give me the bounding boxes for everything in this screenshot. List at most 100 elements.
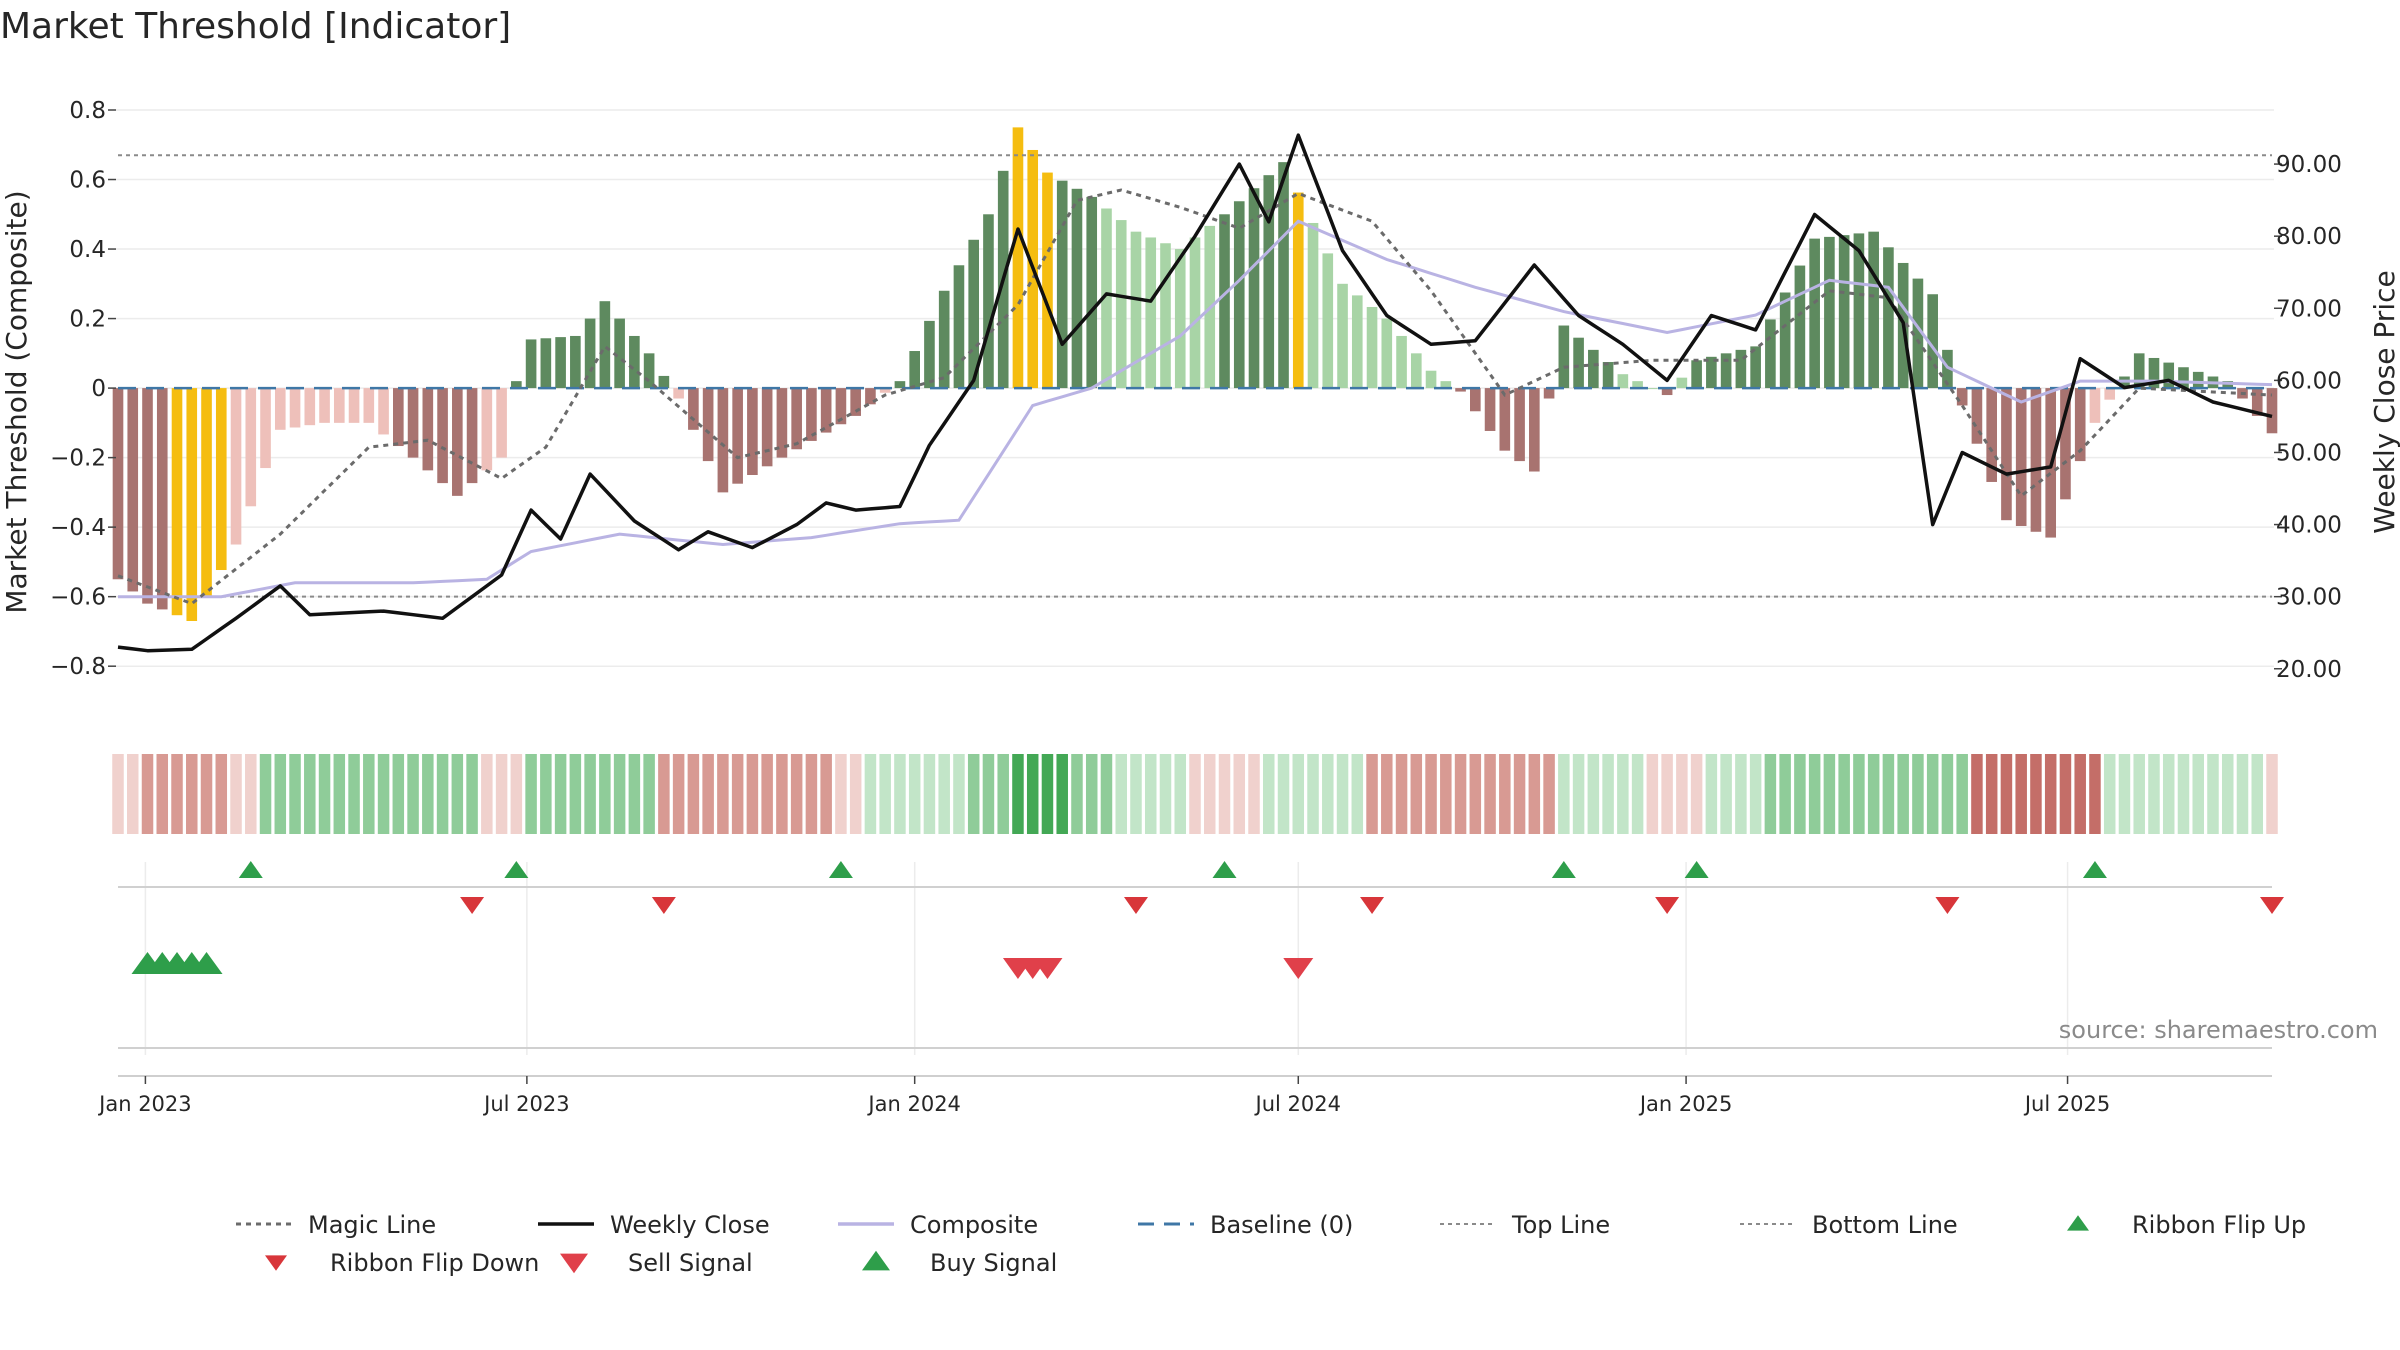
weekly-close-line	[117, 133, 2273, 653]
composite-bar	[171, 388, 183, 616]
ribbon-cell	[1469, 754, 1482, 834]
composite-bar	[1012, 127, 1024, 389]
ribbon-cell	[1144, 754, 1157, 834]
composite-bar	[1942, 349, 1953, 389]
legend-marker-icon	[2067, 1215, 2089, 1231]
right-tick-label: 50.00	[2276, 440, 2342, 466]
legend-label: Sell Signal	[628, 1249, 753, 1277]
x-tick-label: Jan 2024	[866, 1092, 961, 1116]
ribbon-cell	[1572, 754, 1585, 834]
ribbon-cell	[2251, 754, 2264, 834]
ribbon-flip-down-icon	[651, 897, 676, 914]
composite-bar	[1130, 231, 1142, 389]
composite-bar	[909, 351, 920, 389]
ribbon-cell	[407, 754, 419, 834]
ribbon-cell	[1676, 754, 1688, 834]
ribbon-flip-up-icon	[1212, 861, 1237, 878]
legend-label: Weekly Close	[610, 1211, 770, 1239]
composite-bar	[2163, 362, 2175, 389]
ribbon-flip-down-icon	[2260, 897, 2284, 914]
composite-bar	[1883, 247, 1894, 389]
sell-signal-icon	[1283, 958, 1314, 979]
composite-bar	[1366, 306, 1378, 389]
ribbon-cell	[1808, 754, 1821, 834]
ribbon-cell	[776, 754, 788, 834]
ribbon-cell	[1292, 754, 1305, 834]
source-note: source: sharemaestro.com	[2059, 1016, 2378, 1044]
composite-bar	[1071, 188, 1083, 389]
composite-bar	[496, 388, 507, 458]
ribbon-cell	[377, 754, 390, 834]
ribbon-cell	[2000, 754, 2013, 834]
composite-bar	[1174, 249, 1186, 389]
composite-bar	[1337, 283, 1348, 389]
right-tick-label: 60.00	[2276, 368, 2342, 394]
ribbon-cell	[628, 754, 641, 834]
composite-bar	[643, 353, 655, 389]
composite-bar	[1410, 353, 1422, 389]
ribbon-cell	[1779, 754, 1791, 834]
composite-bar	[230, 388, 242, 545]
ribbon-cell	[938, 754, 950, 834]
right-tick-label: 80.00	[2276, 224, 2342, 250]
ribbon-flip-down-icon	[1360, 897, 1385, 914]
ribbon-cell	[687, 754, 700, 834]
composite-bar	[378, 388, 389, 435]
composite-bar	[835, 388, 847, 425]
legend-label: Composite	[910, 1211, 1038, 1239]
ribbon-cell	[1543, 754, 1555, 834]
ribbon-cell	[186, 754, 198, 834]
ribbon-cell	[1661, 754, 1673, 834]
ribbon-cell	[466, 754, 478, 834]
ribbon-cell	[2236, 754, 2249, 834]
ribbon-cell	[215, 754, 228, 834]
composite-bar	[894, 381, 906, 389]
x-tick-label: Jan 2023	[97, 1092, 192, 1116]
composite-bar	[1351, 295, 1363, 389]
composite-bar	[1588, 349, 1599, 389]
ribbon-cell	[1041, 754, 1054, 834]
legend-label: Ribbon Flip Up	[2132, 1211, 2306, 1239]
ribbon-cell	[392, 754, 405, 834]
legend-item: Composite	[838, 1211, 1038, 1239]
composite-bar	[1765, 319, 1776, 389]
legend-item: Sell Signal	[560, 1249, 753, 1277]
ribbon-cell	[599, 754, 611, 834]
composite-bar	[1278, 162, 1289, 389]
ribbon-cell	[436, 754, 449, 834]
composite-bar	[245, 388, 257, 507]
composite-bar	[422, 388, 434, 471]
composite-bar	[879, 388, 891, 393]
composite-bar	[1794, 265, 1806, 389]
composite-bar	[1529, 388, 1540, 472]
ribbon-cell	[1484, 754, 1496, 834]
composite-bar	[584, 318, 596, 389]
ribbon-cell	[569, 754, 582, 834]
composite-bar	[1838, 235, 1850, 389]
ribbon-flip-up-icon	[2082, 861, 2107, 878]
ribbon-cell	[1189, 754, 1201, 834]
ribbon-cell	[1528, 754, 1541, 834]
ribbon-flip-down-icon	[1655, 897, 1680, 914]
legend-marker-icon	[265, 1255, 287, 1271]
composite-bar	[1322, 253, 1334, 389]
ribbon-cell	[746, 754, 759, 834]
left-tick-label: −0.6	[50, 585, 106, 611]
composite-bar	[776, 388, 788, 458]
axes: 0.8 0.6 0.4 0.2 0 −0.2 −0.4 −0.6 −0.8 90.00 80.00 7…	[0, 98, 2400, 683]
right-tick-label: 70.00	[2276, 296, 2342, 322]
ribbon-cell	[1115, 754, 1127, 834]
ribbon-cell	[1838, 754, 1850, 834]
right-axis-label: Weekly Close Price	[2368, 270, 2400, 533]
composite-bar	[260, 388, 271, 469]
ribbon-cell	[1794, 754, 1806, 834]
composite-bar	[1455, 388, 1466, 392]
chart-title: Market Threshold [Indicator]	[0, 6, 511, 47]
indicator-lines	[117, 133, 2273, 653]
composite-bar	[2266, 388, 2278, 434]
composite-bar	[658, 375, 670, 389]
ribbon-cell	[1941, 754, 1954, 834]
composite-bar	[142, 388, 153, 604]
composite-bar	[968, 239, 980, 389]
ribbon-cell	[731, 754, 744, 834]
